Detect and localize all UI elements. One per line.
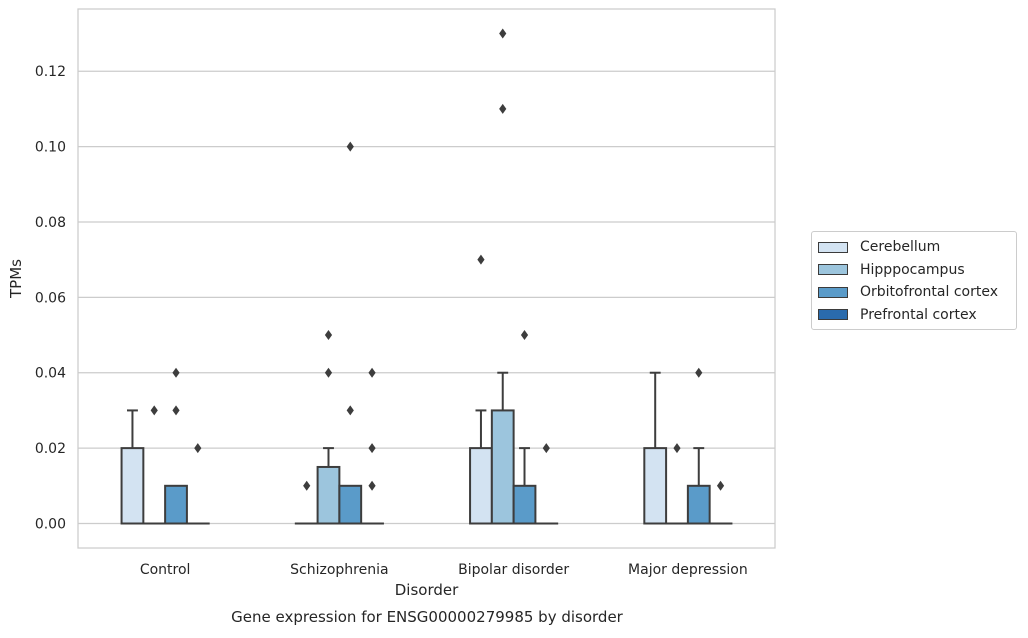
box-body [514, 486, 536, 524]
outlier-point [172, 405, 179, 415]
x-axis-label: Disorder [395, 581, 459, 599]
legend-label: Hipppocampus [860, 262, 965, 278]
x-tick-label: Major depression [628, 562, 748, 578]
box-element [666, 443, 688, 523]
outlier-point [325, 368, 332, 378]
outlier-point [521, 330, 528, 340]
box-element [514, 330, 536, 523]
y-tick-label: 0.02 [35, 441, 66, 457]
legend-label: Cerebellum [860, 239, 940, 255]
y-tick-label: 0.00 [35, 517, 66, 533]
chart-legend: Cerebellum Hipppocampus Orbitofrontal cort… [811, 231, 1017, 330]
box-body [122, 448, 144, 523]
box-body [470, 448, 492, 523]
box-element [492, 29, 514, 524]
x-tick-label: Control [140, 562, 191, 578]
legend-swatch [818, 242, 848, 253]
y-tick-label: 0.10 [35, 140, 66, 156]
outlier-point [325, 330, 332, 340]
y-tick-label: 0.08 [35, 215, 66, 231]
legend-label: Prefrontal cortex [860, 307, 977, 323]
outlier-point [499, 29, 506, 39]
box-element [688, 368, 710, 524]
outlier-point [347, 405, 354, 415]
box-element [710, 481, 732, 524]
y-axis-label: TPMs [7, 259, 25, 299]
box-body [644, 448, 666, 523]
legend-swatch [818, 264, 848, 275]
y-tick-label: 0.06 [35, 290, 66, 306]
box-body [339, 486, 361, 524]
box-element [165, 368, 187, 524]
legend-swatch [818, 309, 848, 320]
outlier-point [499, 104, 506, 114]
legend-label: Orbitofrontal cortex [860, 284, 998, 300]
outlier-point [194, 443, 201, 453]
plot-area-frame [78, 9, 775, 548]
chart-caption: Gene expression for ENSG00000279985 by d… [231, 608, 624, 626]
legend-item: Hipppocampus [818, 259, 1010, 282]
x-tick-label: Bipolar disorder [458, 562, 569, 578]
box-element [296, 481, 318, 524]
box-body [688, 486, 710, 524]
box-element [644, 373, 666, 524]
legend-swatch [818, 287, 848, 298]
outlier-point [172, 368, 179, 378]
outlier-point [151, 405, 158, 415]
legend-item: Prefrontal cortex [818, 304, 1010, 327]
y-tick-label: 0.04 [35, 366, 66, 382]
box-element [318, 330, 340, 523]
box-element [187, 443, 209, 523]
legend-item: Orbitofrontal cortex [818, 281, 1010, 304]
box-element [535, 443, 557, 523]
box-body [318, 467, 340, 524]
outlier-point [477, 255, 484, 265]
outlier-point [347, 142, 354, 152]
box-element [361, 368, 383, 524]
box-element [470, 255, 492, 524]
outlier-point [368, 481, 375, 491]
outlier-point [543, 443, 550, 453]
box-body [492, 410, 514, 523]
outlier-point [673, 443, 680, 453]
box-element [143, 405, 165, 523]
outlier-point [695, 368, 702, 378]
outlier-point [368, 443, 375, 453]
box-element [339, 142, 361, 524]
outlier-point [717, 481, 724, 491]
outlier-point [303, 481, 310, 491]
y-tick-label: 0.12 [35, 64, 66, 80]
box-body [165, 486, 187, 524]
box-element [122, 410, 144, 523]
legend-item: Cerebellum [818, 236, 1010, 259]
outlier-point [368, 368, 375, 378]
x-tick-label: Schizophrenia [290, 562, 388, 578]
